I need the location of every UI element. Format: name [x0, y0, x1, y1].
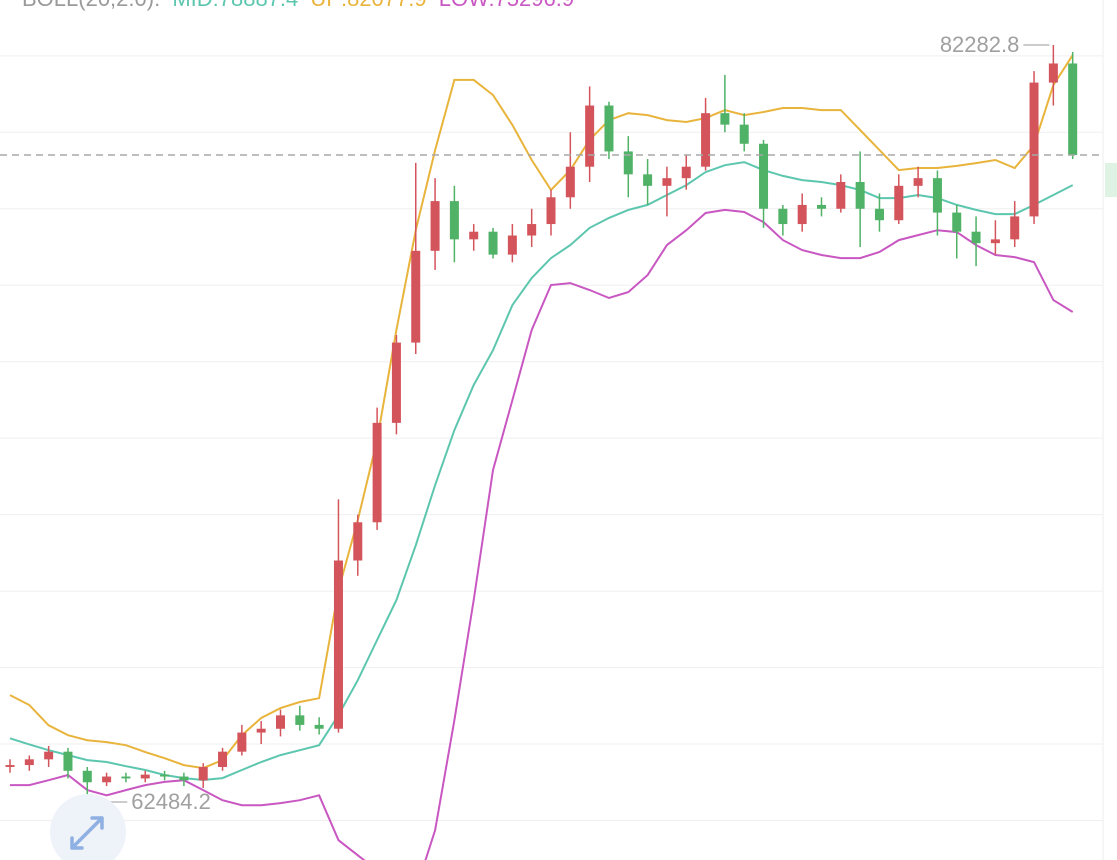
grid	[0, 55, 1103, 822]
candle-body	[990, 239, 1000, 244]
candle-body	[372, 422, 382, 523]
price-tag	[1105, 163, 1117, 197]
candle-body	[237, 732, 247, 752]
candle-body	[430, 201, 440, 251]
candle-body	[681, 166, 691, 179]
candle-body	[276, 715, 285, 729]
candle-body	[333, 560, 343, 729]
candle-body	[971, 231, 981, 244]
candle-body	[391, 342, 401, 423]
candle-body	[623, 151, 633, 175]
candle-body	[662, 178, 672, 186]
expand-icon[interactable]	[70, 816, 104, 850]
candle-body	[565, 166, 575, 198]
candle-body	[604, 105, 614, 152]
candle-body	[894, 185, 904, 221]
candle-body	[874, 208, 884, 221]
candle-body	[585, 105, 595, 167]
candle-body	[314, 724, 324, 729]
candle-body	[449, 201, 459, 240]
candle-body	[546, 197, 556, 225]
band-line	[9, 161, 1074, 782]
candle-body	[140, 774, 150, 779]
header-label: BOLL(20,2.0):	[22, 0, 160, 11]
candle-body	[24, 759, 34, 766]
candle-body	[720, 113, 730, 125]
indicator-header: BOLL(20,2.0): MID:78887.4 UP:82077.9 LOW…	[22, 0, 574, 11]
expand-button-bg[interactable]	[50, 794, 126, 860]
header-up: UP:82077.9	[310, 0, 426, 11]
candle-body	[160, 774, 170, 777]
candle-body	[63, 751, 73, 771]
candle-body	[797, 204, 807, 225]
header-low: LOW:75296.9	[439, 0, 574, 11]
candle-body	[836, 181, 846, 209]
expand-button[interactable]	[50, 794, 126, 860]
annotations: 82282.8 62484.2	[91, 32, 1050, 814]
candle-body	[527, 224, 537, 236]
candle-body	[121, 776, 131, 779]
candle-body	[1048, 63, 1058, 83]
candle-body	[1029, 82, 1039, 217]
candle-body	[198, 766, 208, 781]
candle-body	[102, 776, 112, 783]
candle-body	[179, 776, 189, 781]
max-label: 82282.8	[940, 32, 1020, 57]
candle-body	[507, 235, 517, 255]
candle-body	[759, 143, 769, 209]
candle-body	[913, 178, 923, 186]
candle-body	[952, 212, 962, 232]
candle-body	[256, 728, 266, 733]
candle-body	[701, 113, 711, 167]
candle-body	[817, 204, 826, 209]
candle-body	[778, 208, 788, 225]
candle-body	[353, 522, 363, 561]
candle-body	[855, 181, 865, 209]
candle-body	[82, 770, 92, 783]
candle-body	[1068, 63, 1078, 156]
candle-body	[488, 231, 498, 255]
candle-body	[739, 124, 749, 144]
candles	[0, 45, 1103, 802]
candle-body	[1010, 216, 1020, 240]
candle-body	[643, 174, 653, 186]
candle-body	[411, 250, 421, 343]
bollinger-bands	[9, 54, 1074, 860]
band-line	[10, 208, 1074, 860]
candle-body	[5, 765, 15, 767]
min-label: 62484.2	[131, 789, 211, 814]
candle-body	[469, 231, 479, 240]
candle-body	[218, 751, 228, 767]
band-line	[9, 54, 1074, 770]
candle-body	[44, 751, 54, 760]
candle-body	[295, 715, 305, 725]
candle-body	[932, 178, 942, 213]
header-mid: MID:78887.4	[172, 0, 298, 11]
